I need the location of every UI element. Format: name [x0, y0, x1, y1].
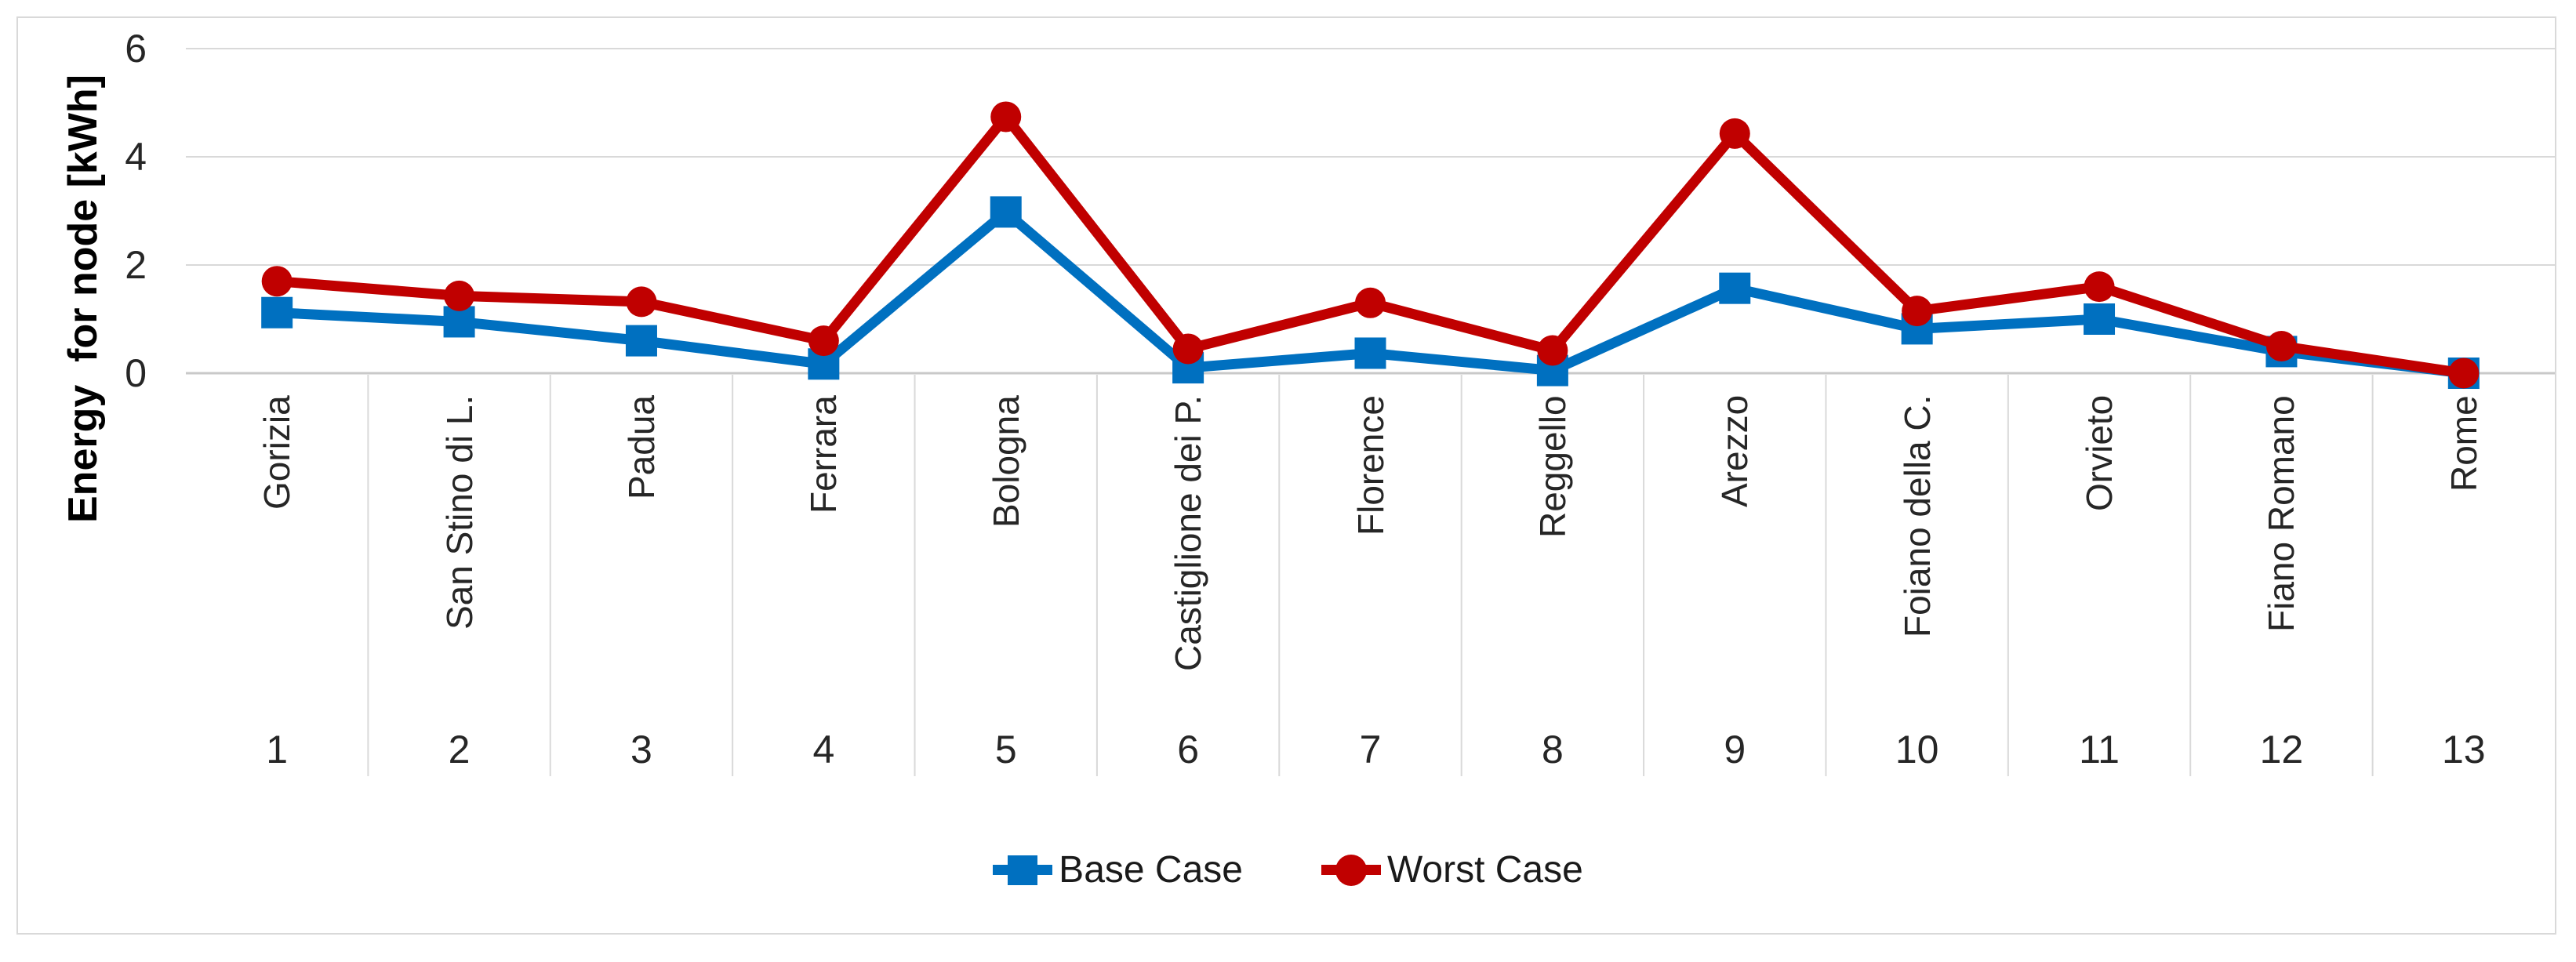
data-point-square-marker: [261, 296, 293, 329]
x-category-label: Fiano Romano: [2261, 395, 2302, 632]
x-node-number: 13: [2441, 728, 2486, 771]
x-node-number: 2: [448, 728, 471, 771]
x-node-number: 5: [994, 728, 1017, 771]
data-point-circle-marker: [1902, 296, 1933, 327]
data-point-circle-marker: [1719, 118, 1750, 149]
y-axis-tick-label: 2: [125, 243, 147, 287]
data-point-square-marker: [1354, 337, 1386, 369]
data-point-square-marker: [2084, 303, 2116, 335]
data-point-circle-marker: [261, 266, 292, 297]
x-node-number: 11: [2079, 728, 2120, 771]
data-point-circle-marker: [444, 280, 475, 311]
x-category-label: San Stino di L.: [438, 395, 480, 630]
x-category-label: Padua: [620, 395, 662, 500]
x-category-label: Bologna: [985, 395, 1026, 528]
x-category-label: Gorizia: [256, 395, 298, 510]
x-category-label: Ferrara: [803, 395, 845, 514]
chart-border: [16, 16, 2556, 935]
x-category-label: Orvieto: [2079, 395, 2120, 512]
legend-label-base-case: Base Case: [1059, 849, 1243, 891]
x-category-label: Castiglione dei P.: [1168, 395, 1209, 672]
x-category-label: Reggello: [1531, 395, 1573, 538]
x-node-number: 6: [1177, 728, 1200, 771]
y-axis-tick-label: 6: [125, 27, 147, 71]
base-case-line-marker-icon: [993, 855, 1053, 885]
legend: Base Case Worst Case: [0, 848, 2576, 891]
data-point-square-marker: [625, 325, 657, 357]
data-point-circle-marker: [626, 286, 657, 318]
x-node-number: 10: [1895, 728, 1939, 771]
data-point-circle-marker: [2448, 358, 2480, 389]
data-point-circle-marker: [1172, 333, 1204, 365]
data-point-circle-marker: [2084, 271, 2115, 303]
data-point-circle-marker: [990, 101, 1022, 133]
worst-case-line-marker-icon: [1321, 854, 1381, 886]
x-node-number: 1: [266, 728, 289, 771]
data-point-circle-marker: [1355, 287, 1386, 318]
x-category-label: Foiano della C.: [1896, 395, 1938, 638]
x-category-label: Rome: [2443, 395, 2484, 492]
y-axis-tick-label: 0: [125, 351, 147, 395]
x-node-number: 12: [2259, 728, 2304, 771]
data-point-circle-marker: [1537, 335, 1568, 366]
x-category-label: Arezzo: [1714, 395, 1756, 508]
x-category-label: Florence: [1350, 395, 1391, 535]
legend-item-worst-case: Worst Case: [1321, 848, 1583, 891]
data-point-square-marker: [1719, 272, 1751, 304]
x-node-number: 9: [1724, 728, 1746, 771]
legend-item-base-case: Base Case: [993, 848, 1243, 891]
x-node-number: 7: [1359, 728, 1382, 771]
x-node-number: 4: [812, 728, 835, 771]
circle-marker-icon: [1335, 854, 1367, 886]
data-point-square-marker: [990, 196, 1022, 228]
data-point-circle-marker: [808, 325, 839, 357]
legend-label-worst-case: Worst Case: [1386, 849, 1583, 891]
data-point-circle-marker: [2265, 331, 2297, 361]
y-axis-tick-label: 4: [125, 135, 147, 179]
data-point-square-marker: [443, 306, 475, 338]
x-node-number: 8: [1541, 728, 1564, 771]
x-node-number: 3: [630, 728, 652, 771]
square-marker-icon: [1008, 855, 1038, 885]
